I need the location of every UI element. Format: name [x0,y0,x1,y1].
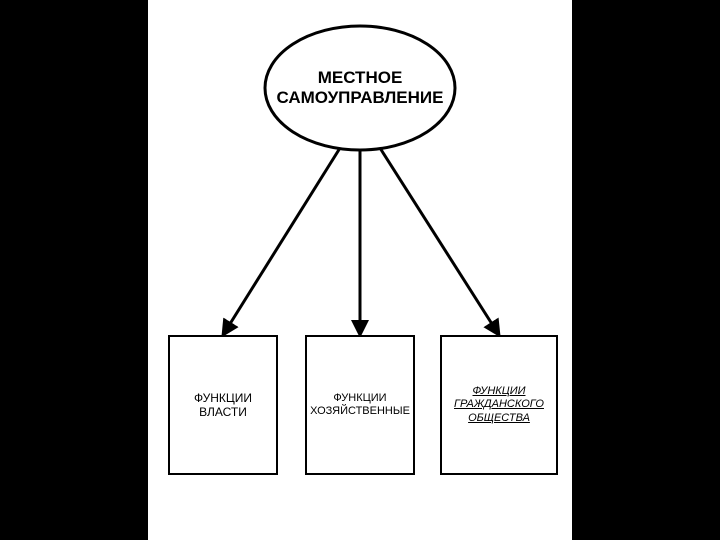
edge [223,148,340,335]
root-label: МЕСТНОЕ САМОУПРАВЛЕНИЕ [265,26,455,150]
box-civil: ФУНКЦИИ ГРАЖДАНСКОГО ОБЩЕСТВА [440,335,558,475]
box-label: ФУНКЦИИ ГРАЖДАНСКОГО ОБЩЕСТВА [446,385,552,425]
box-authority: ФУНКЦИИ ВЛАСТИ [168,335,278,475]
box-label: ФУНКЦИИ ВЛАСТИ [174,391,272,420]
box-economic: ФУНКЦИИ ХОЗЯЙСТВЕННЫЕ [305,335,415,475]
edges-group [223,148,499,335]
box-label: ФУНКЦИИ ХОЗЯЙСТВЕННЫЕ [310,392,410,418]
edge [380,148,499,335]
